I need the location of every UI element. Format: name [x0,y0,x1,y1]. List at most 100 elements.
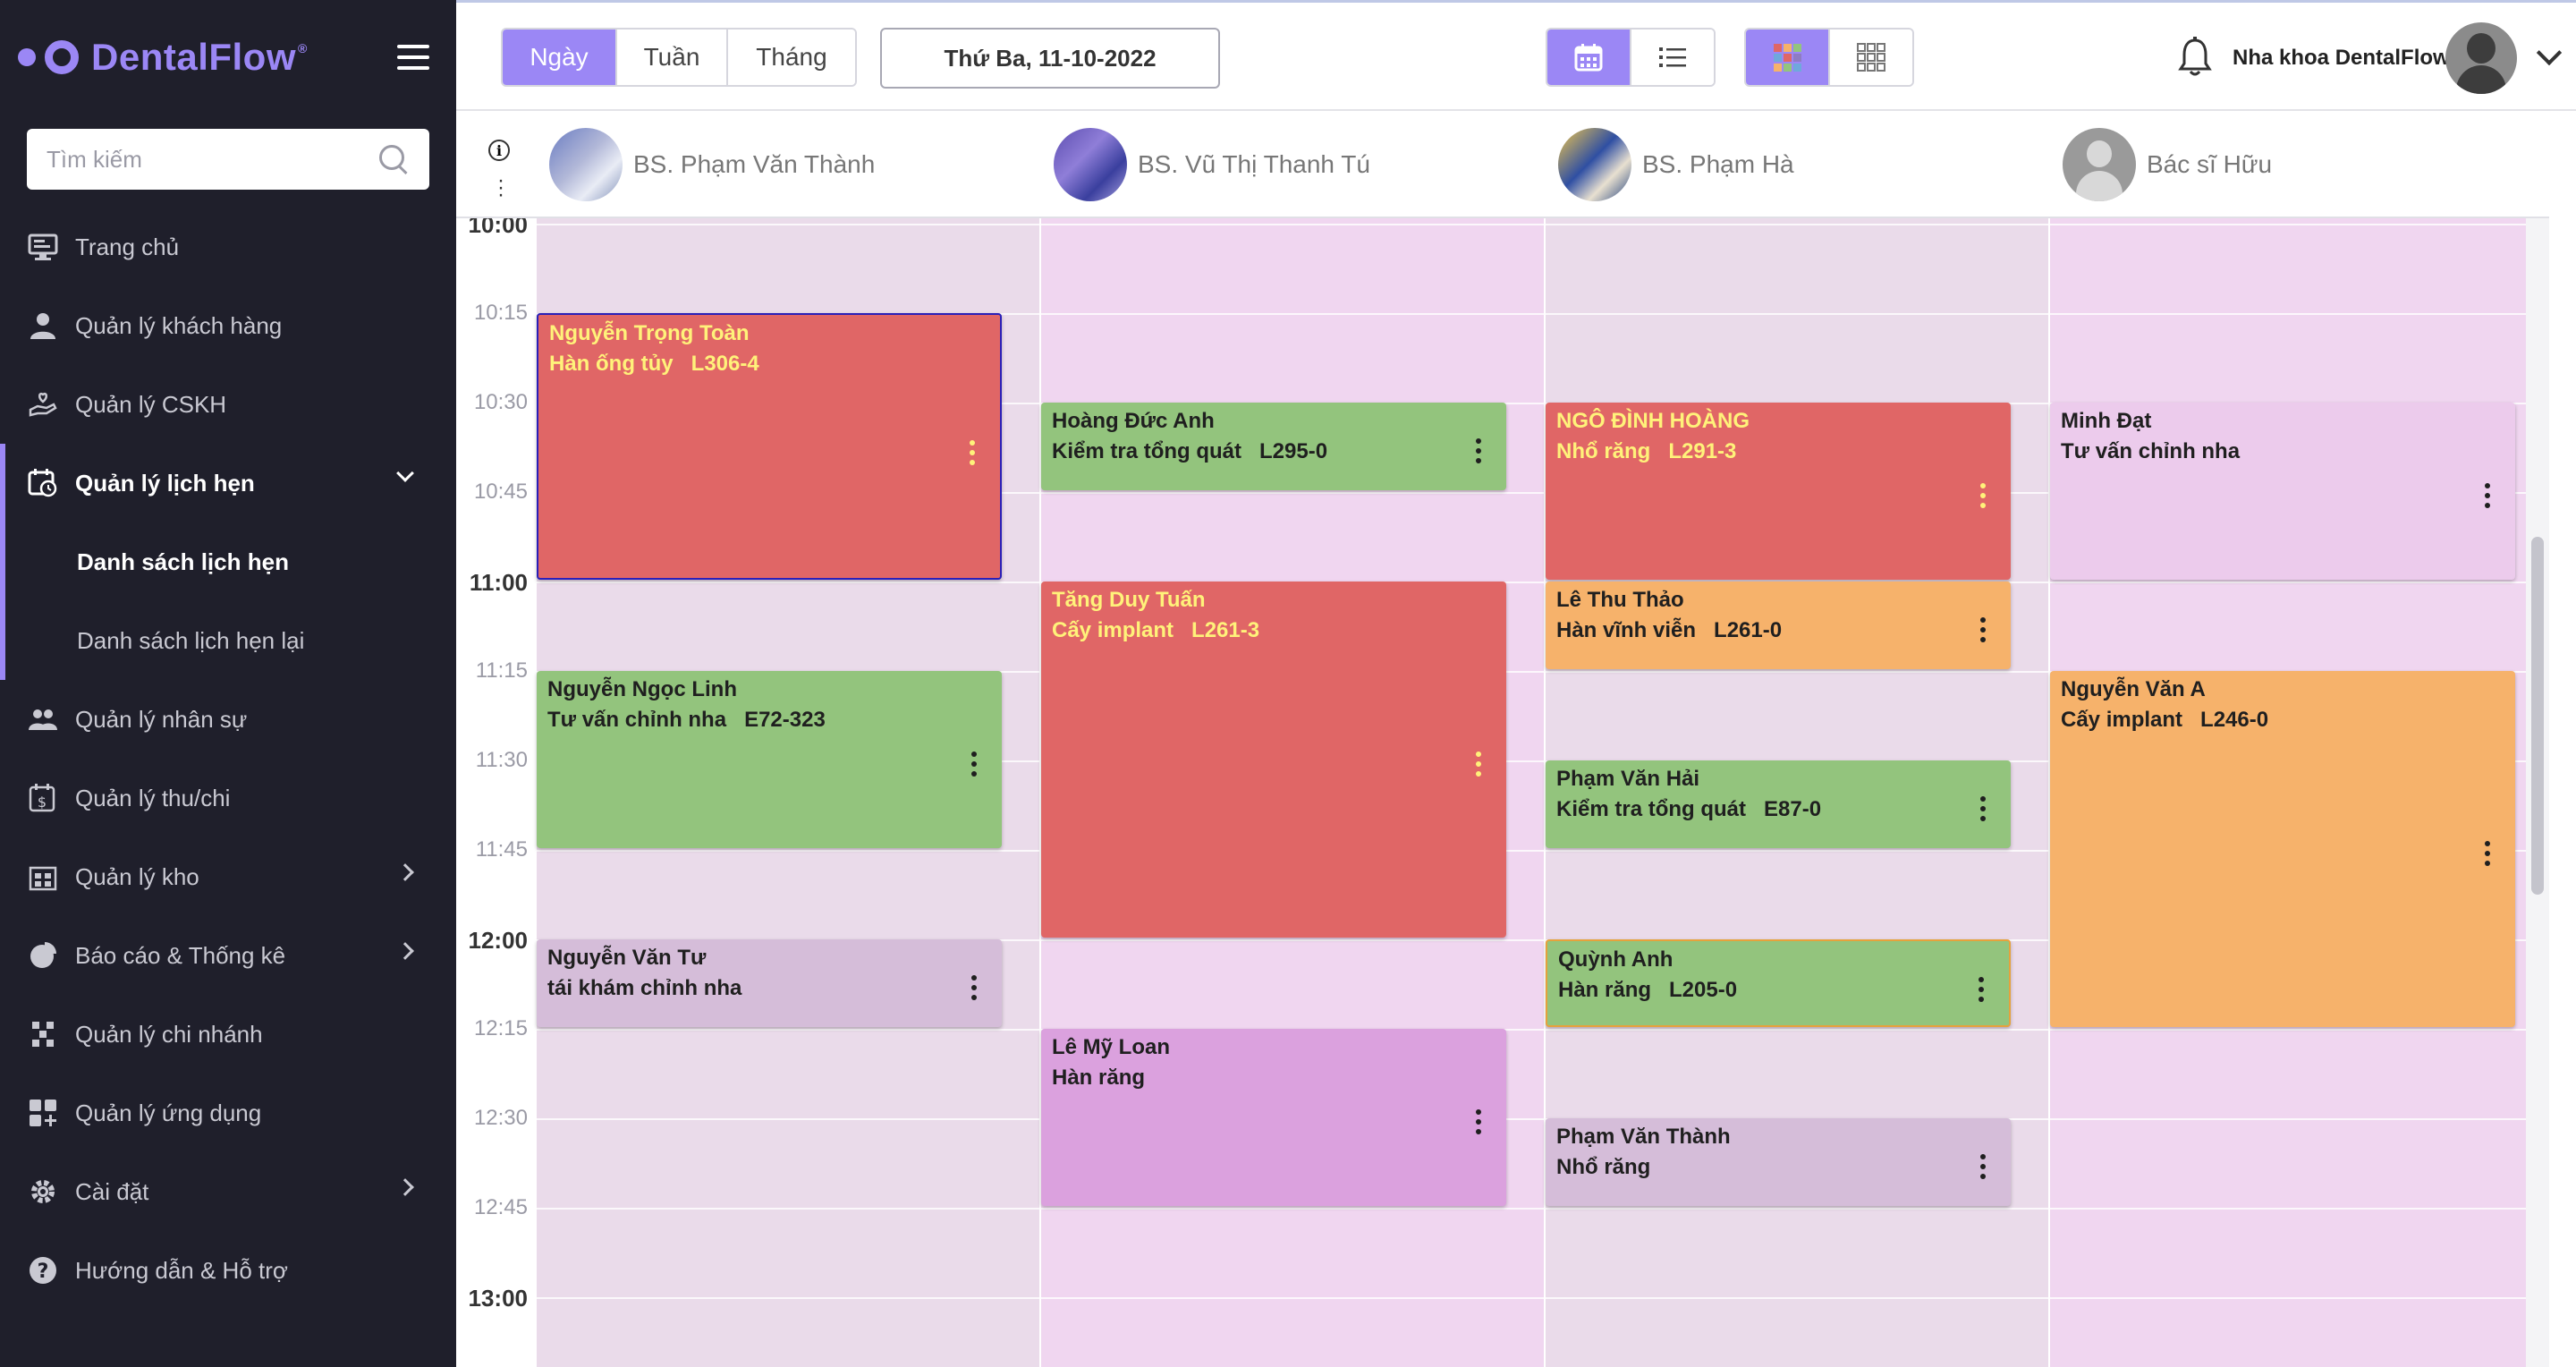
appointment-card[interactable]: Hoàng Đức Anh Kiểm tra tổng quát L295-0 [1041,403,1506,490]
subitem-appointment-list[interactable]: Danh sách lịch hẹn [0,522,456,601]
sidebar-item-label: Quản lý chi nhánh [75,1020,263,1048]
doctor-header[interactable]: Bác sĩ Hữu [2063,127,2272,202]
kebab-menu-icon[interactable] [2483,841,2492,870]
sidebar-item-11[interactable]: Cài đặt [0,1152,456,1231]
brand-text: DentalFlow [91,36,297,78]
appointment-service: Tư vấn chỉnh nha [2061,439,2241,463]
sidebar-item-label: Cài đặt [75,1177,149,1205]
appointment-patient-name: Lê Mỹ Loan [1052,1035,1171,1059]
kebab-menu-icon[interactable] [1474,751,1483,781]
list-view-button[interactable] [1631,30,1714,85]
sidebar-item-3[interactable]: Quản lý CSKH [0,365,456,444]
kebab-menu-icon[interactable] [970,751,979,781]
appointment-card[interactable]: NGÔ ĐÌNH HOÀNG Nhổ răng L291-3 [1546,403,2011,580]
chevron-down-icon[interactable] [2536,39,2563,66]
doctor-name: Bác sĩ Hữu [2147,150,2273,178]
appointment-card[interactable]: Phạm Văn Hải Kiểm tra tổng quát E87-0 [1546,760,2011,848]
appointment-card[interactable]: Nguyễn Ngọc Linh Tư vấn chỉnh nha E72-323 [537,671,1002,848]
chevron-right-icon[interactable] [396,1178,414,1196]
slot-line [535,492,2528,494]
view-day-button[interactable]: Ngày [503,30,617,85]
plain-grid-button[interactable] [1830,30,1912,85]
apps-icon [27,1097,59,1129]
kebab-menu-icon[interactable] [968,440,977,470]
calendar-view-button[interactable] [1547,30,1631,85]
sidebar-item-1[interactable]: Trang chủ [0,208,456,286]
sidebar-item-7[interactable]: Quản lý kho [0,837,456,916]
doctor-name: BS. Phạm Văn Thành [633,150,876,178]
date-picker[interactable]: Thứ Ba, 11-10-2022 [880,28,1220,89]
slot-line [535,582,2528,583]
kebab-menu-icon[interactable] [1979,483,1987,513]
sidebar-item-label: Quản lý nhân sự [75,705,248,733]
time-label: 12:00 [468,927,529,954]
scrollbar-thumb[interactable] [2531,537,2544,895]
view-month-button[interactable]: Tháng [728,30,855,85]
sidebar-item-5[interactable]: Quản lý nhân sự [0,680,456,759]
bell-icon[interactable] [2177,37,2213,78]
sidebar-item-4[interactable]: Quản lý lịch hẹn [0,444,456,522]
hamburger-menu-icon[interactable] [397,45,429,70]
time-label: 10:30 [473,390,528,414]
appointment-card[interactable]: Phạm Văn Thành Nhổ răng [1546,1118,2011,1206]
appointment-card[interactable]: Lê Thu Thảo Hàn vĩnh viễn L261-0 [1546,582,2011,669]
appointment-card[interactable]: Minh Đạt Tư vấn chỉnh nha [2050,403,2515,580]
appointment-card[interactable]: Lê Mỹ Loan Hàn răng [1041,1029,1506,1206]
top-bar: Ngày Tuần Tháng Thứ Ba, 11-10-2022 [456,0,2576,111]
kebab-menu-icon[interactable] [970,975,979,1005]
appointment-card[interactable]: Quỳnh Anh Hàn răng L205-0 [1546,939,2011,1027]
doctor-header[interactable]: BS. Phạm Văn Thành [549,127,875,202]
money-icon: $ [27,782,59,814]
logo[interactable]: DentalFlow ® [18,32,308,82]
svg-text:?: ? [38,1261,49,1283]
color-grid-button[interactable] [1746,30,1830,85]
kebab-menu-icon[interactable] [1979,1154,1987,1184]
vertical-scrollbar[interactable] [2526,218,2549,1367]
monitor-icon [27,231,59,263]
hand-heart-icon [27,388,59,420]
doctor-header[interactable]: BS. Phạm Hà [1558,127,1794,202]
appointment-patient-name: Nguyễn Trọng Toàn [549,321,750,345]
kebab-menu-icon[interactable] [1979,796,1987,826]
info-icon[interactable]: i [488,140,510,161]
appointment-card[interactable]: Tăng Duy Tuấn Cấy implant L261-3 [1041,582,1506,938]
appointment-card[interactable]: Nguyễn Trọng Toàn Hàn ống tủy L306-4 [537,313,1002,580]
time-label: 13:00 [468,1285,529,1312]
more-options-icon[interactable]: · · · [497,168,504,207]
user-avatar[interactable] [2445,22,2517,94]
doctor-header[interactable]: BS. Vũ Thị Thanh Tú [1054,127,1370,202]
sidebar-item-6[interactable]: $ Quản lý thu/chi [0,759,456,837]
sidebar-item-label: Quản lý kho [75,862,199,890]
kebab-menu-icon[interactable] [1979,617,1987,647]
search-input[interactable] [47,145,377,174]
kebab-menu-icon[interactable] [1474,438,1483,468]
appointment-card[interactable]: Nguyễn Văn A Cấy implant L246-0 [2050,671,2515,1027]
sidebar-item-12[interactable]: ? Hướng dẫn & Hỗ trợ [0,1231,456,1310]
chevron-down-icon[interactable] [396,464,414,482]
color-mode-switcher [1744,28,1914,87]
time-label: 12:45 [473,1195,528,1219]
list-icon [1659,47,1686,67]
kebab-menu-icon[interactable] [1474,1109,1483,1139]
appointment-patient-name: Nguyễn Văn A [2061,677,2206,701]
time-label: 11:15 [475,658,528,683]
search-icon[interactable] [377,143,410,175]
subitem-reappointment-list[interactable]: Danh sách lịch hẹn lại [0,601,456,680]
appointment-card[interactable]: Nguyễn Văn Tư tái khám chỉnh nha [537,939,1002,1027]
kebab-menu-icon[interactable] [1977,977,1986,1006]
chevron-right-icon[interactable] [396,863,414,881]
sidebar-item-label: Quản lý lịch hẹn [75,469,255,497]
sidebar-item-9[interactable]: Quản lý chi nhánh [0,995,456,1074]
view-week-button[interactable]: Tuần [617,30,728,85]
chevron-right-icon[interactable] [396,942,414,960]
appointment-patient-name: Nguyễn Ngọc Linh [547,677,737,701]
sidebar-item-2[interactable]: Quản lý khách hàng [0,286,456,365]
customer-icon [27,310,59,342]
appointment-patient-name: NGÔ ĐÌNH HOÀNG [1556,409,1750,433]
time-label: 10:45 [473,480,528,504]
sidebar-item-10[interactable]: Quản lý ứng dụng [0,1074,456,1152]
doctor-avatar [1558,128,1631,201]
sidebar-item-8[interactable]: Báo cáo & Thống kê [0,916,456,995]
brand-name: DentalFlow ® [91,36,308,79]
kebab-menu-icon[interactable] [2483,483,2492,513]
